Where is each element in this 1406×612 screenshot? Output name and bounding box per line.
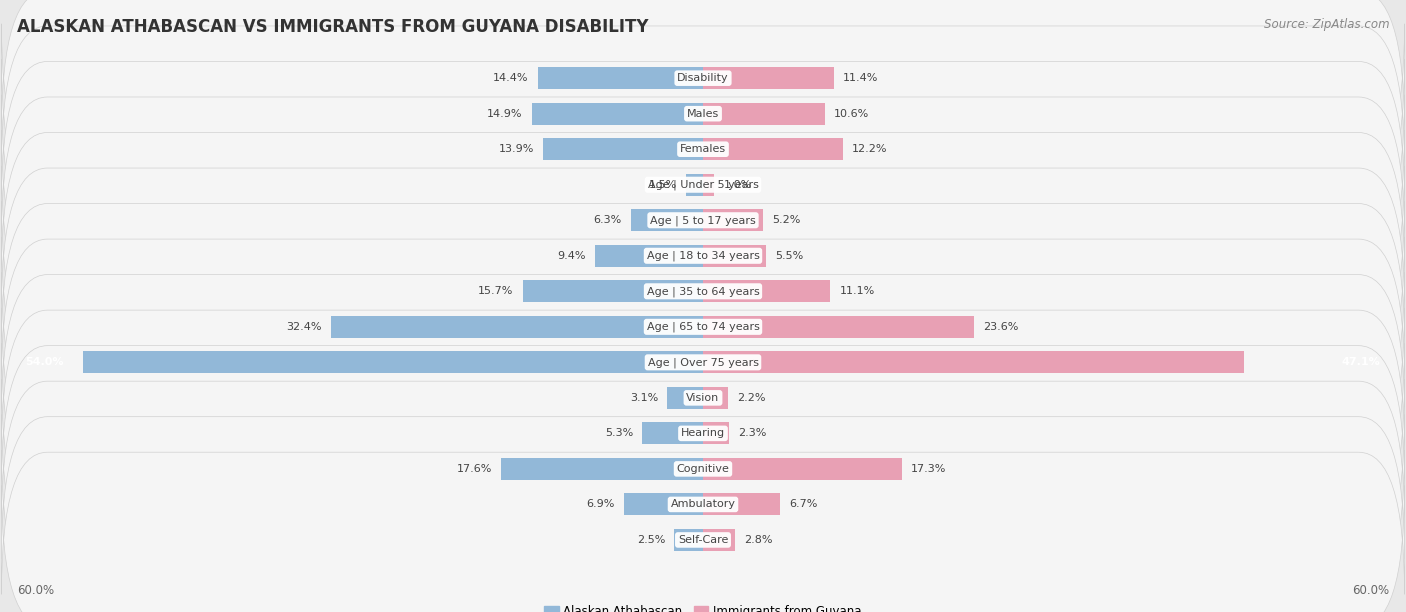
Bar (624, 493, 703, 515)
Text: Age | 18 to 34 years: Age | 18 to 34 years (647, 250, 759, 261)
Text: 60.0%: 60.0% (17, 584, 53, 597)
Text: 12.2%: 12.2% (852, 144, 887, 154)
Text: 6.9%: 6.9% (586, 499, 614, 509)
Bar (643, 422, 703, 444)
Text: Males: Males (688, 109, 718, 119)
Bar (703, 493, 780, 515)
Bar (531, 103, 703, 125)
Bar (703, 280, 831, 302)
Text: Age | 35 to 64 years: Age | 35 to 64 years (647, 286, 759, 297)
FancyBboxPatch shape (1, 26, 1405, 201)
Text: Females: Females (681, 144, 725, 154)
Text: 47.1%: 47.1% (1341, 357, 1381, 367)
Text: 2.8%: 2.8% (744, 535, 773, 545)
Text: 5.2%: 5.2% (772, 215, 800, 225)
Bar (501, 458, 703, 480)
Text: 3.1%: 3.1% (630, 393, 658, 403)
Bar (523, 280, 703, 302)
Bar (703, 103, 825, 125)
Text: 6.7%: 6.7% (789, 499, 817, 509)
Text: Vision: Vision (686, 393, 720, 403)
FancyBboxPatch shape (1, 275, 1405, 450)
FancyBboxPatch shape (1, 452, 1405, 612)
FancyBboxPatch shape (1, 168, 1405, 343)
Bar (703, 387, 728, 409)
Bar (595, 245, 703, 267)
Text: 6.3%: 6.3% (593, 215, 621, 225)
Bar (686, 174, 703, 196)
Text: Age | 65 to 74 years: Age | 65 to 74 years (647, 321, 759, 332)
Bar (703, 209, 762, 231)
FancyBboxPatch shape (1, 310, 1405, 485)
Bar (703, 422, 730, 444)
Text: 11.1%: 11.1% (839, 286, 875, 296)
Bar (703, 245, 766, 267)
Bar (703, 67, 834, 89)
Bar (537, 67, 703, 89)
Text: 2.2%: 2.2% (738, 393, 766, 403)
Text: Self-Care: Self-Care (678, 535, 728, 545)
Text: 14.4%: 14.4% (494, 73, 529, 83)
Text: Ambulatory: Ambulatory (671, 499, 735, 509)
Bar (675, 529, 703, 551)
Text: 60.0%: 60.0% (1353, 584, 1389, 597)
Text: 11.4%: 11.4% (844, 73, 879, 83)
Bar (703, 174, 714, 196)
Bar (631, 209, 703, 231)
FancyBboxPatch shape (1, 133, 1405, 308)
Bar (703, 529, 735, 551)
Text: Age | 5 to 17 years: Age | 5 to 17 years (650, 215, 756, 225)
Text: 23.6%: 23.6% (983, 322, 1018, 332)
Text: Disability: Disability (678, 73, 728, 83)
Text: 54.0%: 54.0% (25, 357, 65, 367)
Text: 32.4%: 32.4% (287, 322, 322, 332)
FancyBboxPatch shape (1, 346, 1405, 521)
Bar (703, 351, 1244, 373)
Text: 1.0%: 1.0% (724, 180, 752, 190)
FancyBboxPatch shape (1, 97, 1405, 272)
Text: 17.3%: 17.3% (911, 464, 946, 474)
Bar (703, 458, 901, 480)
Legend: Alaskan Athabascan, Immigrants from Guyana: Alaskan Athabascan, Immigrants from Guya… (540, 601, 866, 612)
Bar (330, 316, 703, 338)
Text: 10.6%: 10.6% (834, 109, 869, 119)
Bar (668, 387, 703, 409)
Text: Source: ZipAtlas.com: Source: ZipAtlas.com (1264, 18, 1389, 31)
FancyBboxPatch shape (1, 0, 1405, 166)
Text: 13.9%: 13.9% (499, 144, 534, 154)
FancyBboxPatch shape (1, 381, 1405, 557)
Bar (703, 316, 974, 338)
Text: 5.3%: 5.3% (605, 428, 633, 438)
Text: 14.9%: 14.9% (488, 109, 523, 119)
FancyBboxPatch shape (1, 239, 1405, 414)
Text: Age | Under 5 years: Age | Under 5 years (648, 179, 758, 190)
Text: 5.5%: 5.5% (775, 251, 804, 261)
Text: 1.5%: 1.5% (648, 180, 676, 190)
FancyBboxPatch shape (1, 417, 1405, 592)
Text: 15.7%: 15.7% (478, 286, 513, 296)
Text: 17.6%: 17.6% (457, 464, 492, 474)
Text: 2.5%: 2.5% (637, 535, 665, 545)
Text: 2.3%: 2.3% (738, 428, 766, 438)
Text: Hearing: Hearing (681, 428, 725, 438)
Text: Cognitive: Cognitive (676, 464, 730, 474)
Bar (543, 138, 703, 160)
Bar (83, 351, 703, 373)
Text: ALASKAN ATHABASCAN VS IMMIGRANTS FROM GUYANA DISABILITY: ALASKAN ATHABASCAN VS IMMIGRANTS FROM GU… (17, 18, 648, 36)
Bar (703, 138, 844, 160)
Text: 9.4%: 9.4% (557, 251, 586, 261)
FancyBboxPatch shape (1, 61, 1405, 237)
Text: Age | Over 75 years: Age | Over 75 years (648, 357, 758, 368)
FancyBboxPatch shape (1, 204, 1405, 379)
